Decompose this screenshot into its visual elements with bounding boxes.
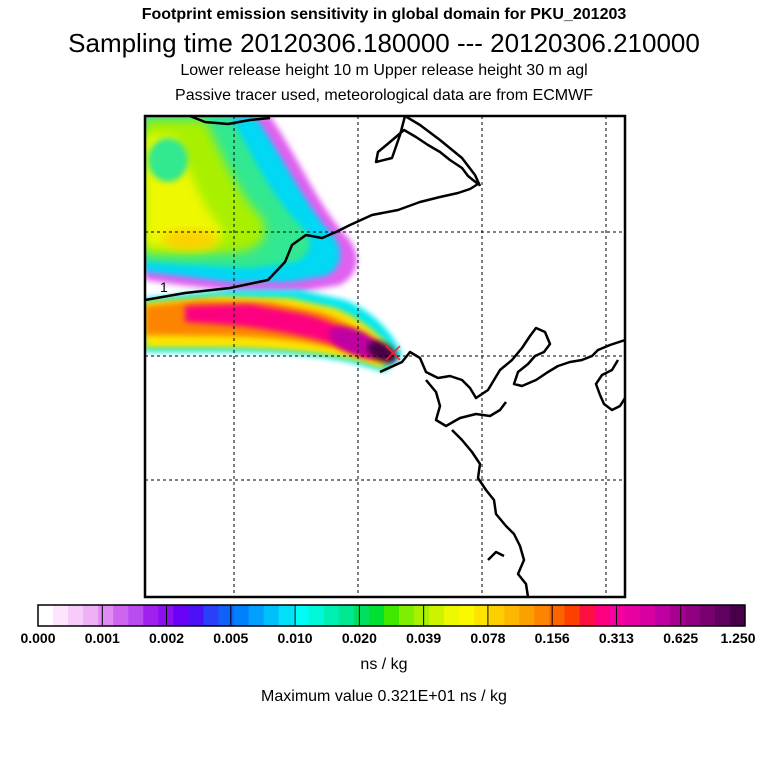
coastlines (145, 116, 625, 597)
colorbar-swatch (218, 605, 234, 626)
map-frame (143, 114, 627, 599)
colorbar-tick-label: 0.625 (663, 630, 699, 646)
lower-plume (145, 290, 402, 372)
colorbar-tick-label: 0.039 (406, 630, 442, 646)
colorbar-swatch (308, 605, 325, 626)
release-height-info: Lower release height 10 m Upper release … (180, 62, 588, 79)
colorbar-swatch (323, 605, 340, 626)
colorbar-tick-label: 0.020 (341, 630, 377, 646)
colorbar-swatch (684, 605, 701, 626)
colorbar-swatch (188, 605, 204, 626)
colorbar-swatch (263, 605, 280, 626)
colorbar-tick-label: 0.005 (213, 630, 249, 646)
colorbar-swatch (729, 605, 746, 626)
colorbar-swatch (233, 605, 249, 626)
colorbar-swatch (534, 605, 550, 626)
colorbar-swatch (128, 605, 144, 626)
colorbar-swatch (368, 605, 385, 626)
colorbar-tick-label: 0.010 (277, 630, 313, 646)
footprint-field: 1 (145, 116, 625, 597)
upper-plume (145, 116, 357, 292)
map-title: Footprint emission sensitivity in global… (141, 6, 627, 23)
colorbar-swatch (414, 605, 430, 626)
colorbar-swatch (429, 605, 445, 626)
colorbar-swatch (383, 605, 400, 626)
colorbar-swatch (444, 605, 460, 626)
colorbar-tick-label: 0.001 (84, 630, 120, 646)
colorbar-units: ns / kg (360, 656, 408, 673)
colorbar-swatch (594, 605, 611, 626)
colorbar-swatch (83, 605, 99, 626)
colorbar-swatch (353, 605, 370, 626)
colorbar-swatch (278, 605, 295, 626)
colorbar-swatch (624, 605, 641, 626)
tracer-info: Passive tracer used, meteorological data… (175, 87, 593, 104)
colorbar-swatch (639, 605, 656, 626)
release-point-marker (385, 345, 401, 361)
colorbar-swatch (338, 605, 355, 626)
colorbar-swatch (459, 605, 475, 626)
lat-lon-grid (145, 116, 625, 597)
colorbar-swatch (714, 605, 731, 626)
colorbar-swatch (609, 605, 626, 626)
colorbar-swatch (549, 605, 565, 626)
colorbar-swatch (98, 605, 114, 626)
colorbar-swatch (248, 605, 265, 626)
colorbar-swatch (203, 605, 219, 626)
colorbar-swatch (564, 605, 580, 626)
colorbar-swatch (399, 605, 415, 626)
colorbar-tick-label: 0.002 (149, 630, 185, 646)
colorbar-swatch (669, 605, 686, 626)
colorbar-tick-label: 0.156 (534, 630, 570, 646)
colorbar-swatch (53, 605, 69, 626)
sampling-time: Sampling time 20120306.180000 --- 201203… (68, 28, 700, 58)
colorbar-tick-label: 0.078 (470, 630, 506, 646)
maximum-value: Maximum value 0.321E+01 ns / kg (261, 688, 507, 705)
colorbar-swatch (489, 605, 505, 626)
colorbar-swatch (68, 605, 84, 626)
colorbar-frame (37, 604, 746, 627)
colorbar-swatch (113, 605, 129, 626)
colorbar-swatch (173, 605, 189, 626)
colorbar-swatch (579, 605, 595, 626)
colorbar-tick-label: 0.000 (20, 630, 56, 646)
contour-label: 1 (160, 279, 168, 295)
colorbar-swatch (519, 605, 535, 626)
colorbar-swatch (699, 605, 716, 626)
colorbar-swatch (38, 605, 54, 626)
colorbar-swatch (293, 605, 310, 626)
colorbar-swatch (474, 605, 490, 626)
colorbar-tick-label: 1.250 (720, 630, 756, 646)
colorbar (37, 604, 746, 627)
colorbar-swatch (143, 605, 159, 626)
colorbar-swatch (654, 605, 671, 626)
colorbar-swatch (504, 605, 520, 626)
colorbar-tick-label: 0.313 (598, 630, 634, 646)
